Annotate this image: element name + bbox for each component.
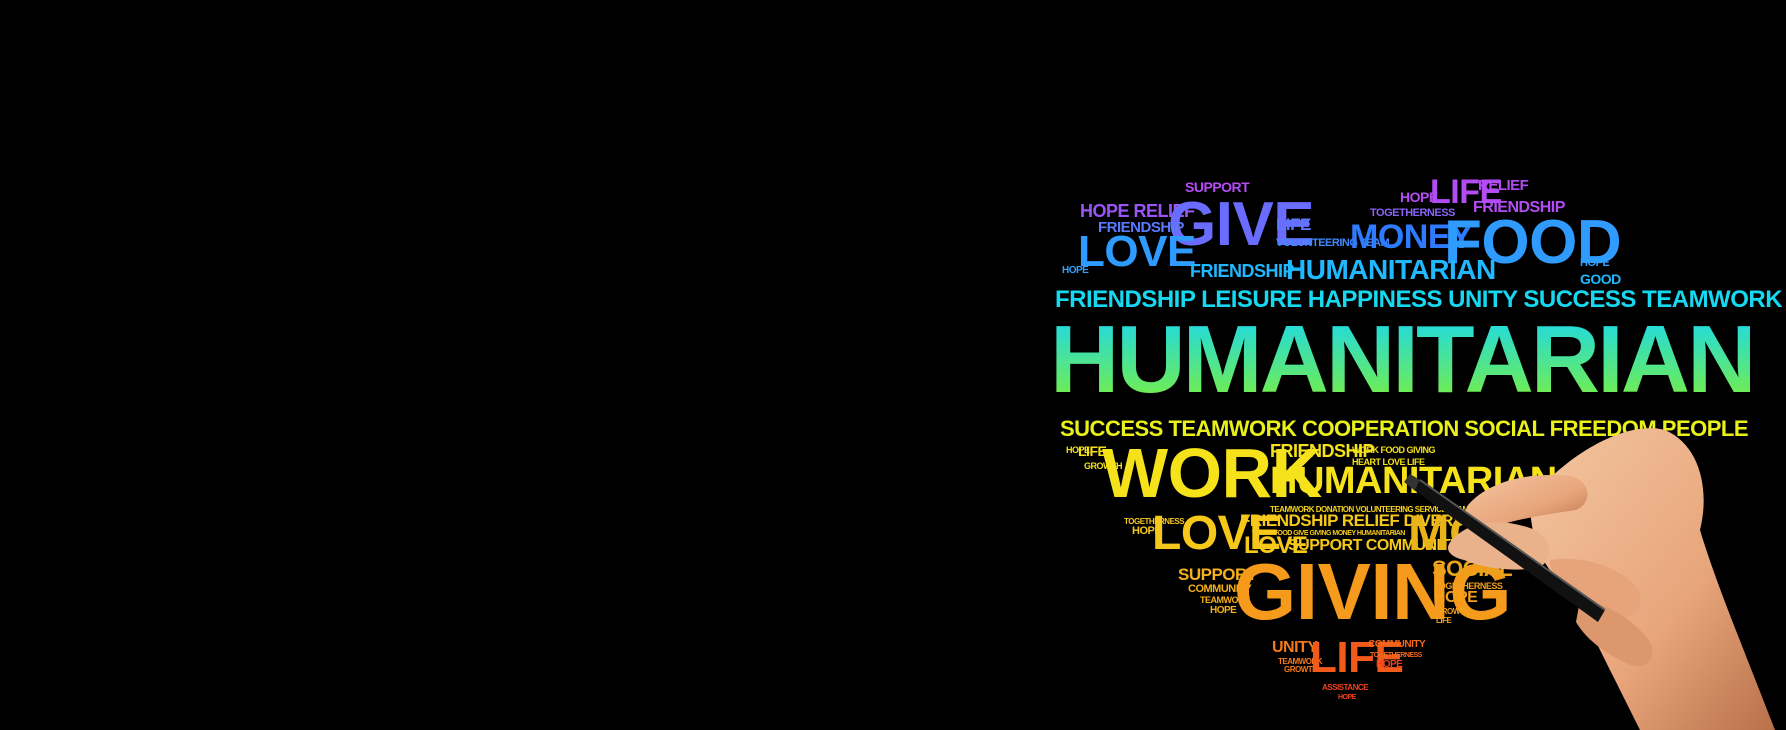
word-money: MONEY (1350, 218, 1473, 256)
word-good: GOOD (1580, 271, 1621, 287)
word-tiny: WORK FOOD GIVE GIVING MONEY HUMANITARIAN (1252, 530, 1405, 537)
word-relief: RELIEF (1478, 177, 1529, 194)
word-friendship: FRIENDSHIP (1473, 199, 1565, 216)
word-food: FOOD (1444, 208, 1622, 277)
word-life: LIFE (1430, 173, 1502, 211)
word-life: LIFE (1436, 616, 1452, 625)
word-growth: GROWTH (1284, 665, 1318, 674)
word-tiny: HEART LOVE LIFE (1352, 457, 1425, 467)
word-hope: HOPE (1580, 257, 1610, 269)
word-hope: HOPE (1338, 694, 1356, 701)
word-assistance: ASSISTANCE (1322, 683, 1368, 692)
word-giving: GIVING (1234, 547, 1512, 636)
word-hope: HOPE (1376, 659, 1403, 670)
word-togetherness: TOGETHERNESS (1434, 581, 1503, 591)
word-community: COMMUNITY (1188, 583, 1252, 595)
word-life: LIFE (1276, 215, 1311, 234)
word-give: GIVE (1168, 190, 1315, 259)
word-friendship-relief-diversity: FRIENDSHIP RELIEF DIVERSITY (1240, 511, 1489, 530)
word-hope-relief: HOPE RELIEF (1080, 201, 1195, 221)
word-hope: HOPE (1434, 589, 1478, 606)
word-humanitarian: HUMANITARIAN (1286, 254, 1496, 285)
word-life: LIFE (1078, 443, 1107, 459)
word-humanitarian-big: HUMANITARIAN (1050, 306, 1756, 413)
marker-pen (1404, 474, 1606, 622)
word-volunteering-team: VOLUNTEERING TEAM (1276, 237, 1390, 249)
word-love: LOVE (1078, 227, 1196, 276)
word-support: SUPPORT (1185, 179, 1250, 195)
word-teamwork: TEAMWORK (1278, 657, 1323, 666)
word-hope: HOPE (1400, 189, 1438, 205)
word-togetherness: TOGETHERNESS (1370, 207, 1455, 219)
word-community: COMMUNITY (1368, 639, 1426, 650)
word-growth: GROWTH (1084, 461, 1123, 471)
word-love: LOVE (1152, 507, 1281, 560)
word-hope: HOPE (1066, 445, 1090, 455)
word-togetherness: TOGETHERNESS (1370, 652, 1422, 659)
word-tiny: TEAMWORK DONATION VOLUNTEERING SERVICE T… (1270, 505, 1496, 514)
word-support: SUPPORT (1178, 565, 1257, 584)
hand-with-marker-illustration (1404, 428, 1775, 730)
word-friendship: FRIENDSHIP (1098, 219, 1184, 236)
word-love: LOVE (1244, 532, 1308, 559)
word-hope: HOPE (1062, 265, 1089, 276)
word-hope: HOPE (1132, 525, 1162, 537)
heart-word-cloud: SUPPORT HOPE LIFE RELIEF HOPE RELIEF GIV… (1040, 170, 1783, 710)
word-hope: HOPE (1210, 605, 1237, 616)
word-tiny: WORK FOOD GIVING (1352, 445, 1436, 455)
word-unity: UNITY (1272, 639, 1318, 656)
word-growth: GROWTH (1436, 607, 1470, 616)
word-friendship: FRIENDSHIP (1270, 441, 1375, 461)
word-togetherness: TOGETHERNESS (1124, 517, 1185, 526)
word-teamwork: TEAMWORK (1200, 595, 1251, 605)
word-friendship: FRIENDSHIP (1190, 261, 1295, 281)
word-life: LIFE (1310, 633, 1404, 682)
word-row: FRIENDSHIP LEISURE HAPPINESS UNITY SUCCE… (1055, 286, 1783, 313)
word-row: SUCCESS TEAMWORK COOPERATION SOCIAL FREE… (1060, 416, 1749, 441)
word-support-community: SUPPORT COMMUNITY (1288, 537, 1460, 554)
word-work: WORK (1102, 434, 1322, 512)
